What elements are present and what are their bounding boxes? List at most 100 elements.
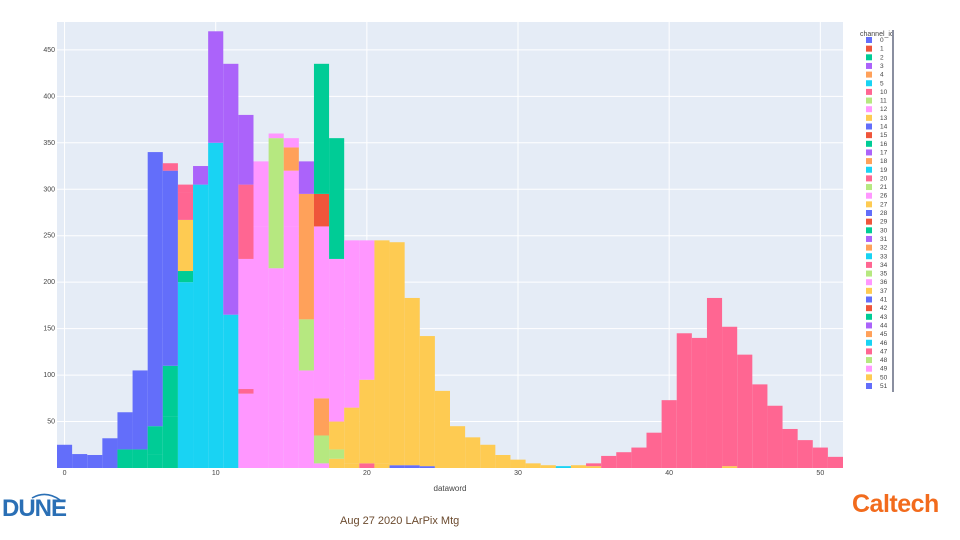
- histogram-bar-segment[interactable]: [676, 333, 692, 468]
- histogram-bar-segment[interactable]: [313, 398, 330, 436]
- histogram-bar-segment[interactable]: [752, 384, 768, 468]
- legend-swatch[interactable]: [866, 71, 872, 78]
- histogram-bar-segment[interactable]: [344, 407, 360, 464]
- histogram-bar-segment[interactable]: [359, 379, 375, 464]
- histogram-bar-segment[interactable]: [283, 147, 299, 171]
- legend-swatch[interactable]: [866, 37, 872, 43]
- legend-item-label[interactable]: 27: [880, 201, 888, 208]
- legend-swatch[interactable]: [866, 339, 872, 346]
- legend-swatch[interactable]: [866, 331, 872, 338]
- histogram-bar-segment[interactable]: [404, 297, 420, 466]
- legend-item-label[interactable]: 30: [880, 227, 888, 234]
- histogram-bar-segment[interactable]: [419, 336, 435, 467]
- histogram-bar-segment[interactable]: [283, 226, 299, 468]
- histogram-bar-segment[interactable]: [132, 449, 148, 468]
- histogram-bar-segment[interactable]: [298, 161, 314, 194]
- histogram-bar-segment[interactable]: [238, 258, 254, 390]
- legend-item-label[interactable]: 19: [880, 167, 888, 174]
- legend-swatch[interactable]: [866, 227, 872, 234]
- histogram-bar-segment[interactable]: [223, 63, 239, 315]
- legend-item-label[interactable]: 26: [880, 193, 888, 200]
- histogram-bar-segment[interactable]: [570, 465, 587, 468]
- legend-swatch[interactable]: [866, 357, 872, 364]
- legend-scrollbar[interactable]: [892, 30, 894, 392]
- histogram-bar-segment[interactable]: [329, 138, 345, 259]
- legend-item-label[interactable]: 46: [880, 340, 888, 347]
- legend-item-label[interactable]: 48: [880, 357, 888, 364]
- histogram-bar-segment[interactable]: [374, 463, 390, 468]
- legend-swatch[interactable]: [866, 322, 872, 329]
- histogram-bar-segment[interactable]: [72, 454, 88, 468]
- histogram-bar-segment[interactable]: [797, 440, 813, 468]
- histogram-bar-segment[interactable]: [480, 444, 496, 468]
- histogram-bar-segment[interactable]: [329, 421, 345, 450]
- legend-item-label[interactable]: 20: [880, 175, 888, 182]
- legend-item-label[interactable]: 33: [880, 253, 888, 260]
- legend-item-label[interactable]: 44: [880, 322, 888, 329]
- legend-item-label[interactable]: 4: [880, 72, 884, 79]
- legend-item-label[interactable]: 28: [880, 210, 888, 217]
- legend-swatch[interactable]: [866, 235, 872, 242]
- legend-swatch[interactable]: [866, 114, 872, 121]
- histogram-bar-segment[interactable]: [691, 337, 707, 468]
- histogram-bar-segment[interactable]: [329, 458, 345, 468]
- histogram-bar-segment[interactable]: [238, 393, 254, 468]
- histogram-bar-segment[interactable]: [495, 454, 511, 468]
- histogram-bar-segment[interactable]: [767, 405, 783, 468]
- histogram-bar-segment[interactable]: [465, 437, 481, 468]
- legend-swatch[interactable]: [866, 158, 872, 165]
- legend-swatch[interactable]: [866, 279, 872, 286]
- histogram-bar-segment[interactable]: [525, 463, 541, 468]
- histogram-bar-segment[interactable]: [102, 438, 118, 468]
- histogram-bar-segment[interactable]: [827, 456, 843, 468]
- legend-item-label[interactable]: 11: [880, 98, 887, 105]
- histogram-bar-segment[interactable]: [193, 166, 209, 185]
- legend-swatch[interactable]: [866, 270, 872, 277]
- legend-item-label[interactable]: 43: [880, 314, 888, 321]
- histogram-bar-segment[interactable]: [661, 400, 677, 468]
- histogram-bar-segment[interactable]: [313, 226, 330, 399]
- histogram-bar-segment[interactable]: [238, 389, 254, 394]
- histogram-bar-segment[interactable]: [162, 416, 178, 468]
- histogram-bar-segment[interactable]: [117, 449, 133, 468]
- legend-swatch[interactable]: [866, 287, 872, 294]
- histogram-bar-segment[interactable]: [283, 138, 299, 148]
- histogram-bar-segment[interactable]: [208, 31, 224, 143]
- legend-item-label[interactable]: 0: [880, 37, 884, 44]
- histogram-bar-segment[interactable]: [329, 449, 345, 459]
- legend-item-label[interactable]: 3: [880, 63, 884, 70]
- legend-swatch[interactable]: [866, 383, 872, 389]
- histogram-bar-segment[interactable]: [374, 240, 390, 464]
- histogram-bar-segment[interactable]: [510, 459, 526, 468]
- legend-item-label[interactable]: 31: [880, 236, 888, 243]
- legend-swatch[interactable]: [866, 253, 872, 260]
- histogram-bar-segment[interactable]: [177, 219, 194, 272]
- legend-swatch[interactable]: [866, 192, 872, 199]
- histogram-bar-segment[interactable]: [298, 319, 314, 371]
- legend-swatch[interactable]: [866, 175, 872, 182]
- histogram-bar-segment[interactable]: [313, 63, 330, 194]
- histogram-bar-segment[interactable]: [268, 133, 284, 139]
- legend[interactable]: 0123451011121314151617181920212627282930…: [866, 37, 888, 390]
- legend-swatch[interactable]: [866, 149, 872, 156]
- legend-item-label[interactable]: 32: [880, 245, 888, 252]
- legend-item-label[interactable]: 51: [880, 383, 888, 390]
- histogram-bar-segment[interactable]: [359, 463, 375, 468]
- legend-swatch[interactable]: [866, 244, 872, 251]
- histogram-bar-segment[interactable]: [177, 184, 194, 193]
- histogram-bar-segment[interactable]: [313, 435, 330, 464]
- histogram-bar-segment[interactable]: [57, 444, 73, 468]
- legend-swatch[interactable]: [866, 132, 872, 139]
- legend-swatch[interactable]: [866, 374, 872, 381]
- histogram-bar-segment[interactable]: [737, 354, 753, 468]
- histogram-bar-segment[interactable]: [147, 152, 163, 427]
- legend-item-label[interactable]: 35: [880, 271, 888, 278]
- histogram-bar-segment[interactable]: [450, 426, 466, 468]
- histogram-bar-segment[interactable]: [253, 226, 269, 468]
- legend-swatch[interactable]: [866, 54, 872, 61]
- histogram-bar-segment[interactable]: [344, 463, 360, 468]
- histogram-bar-segment[interactable]: [329, 258, 345, 422]
- legend-item-label[interactable]: 12: [880, 106, 888, 113]
- histogram-bar-segment[interactable]: [223, 314, 239, 468]
- legend-item-label[interactable]: 47: [880, 348, 888, 355]
